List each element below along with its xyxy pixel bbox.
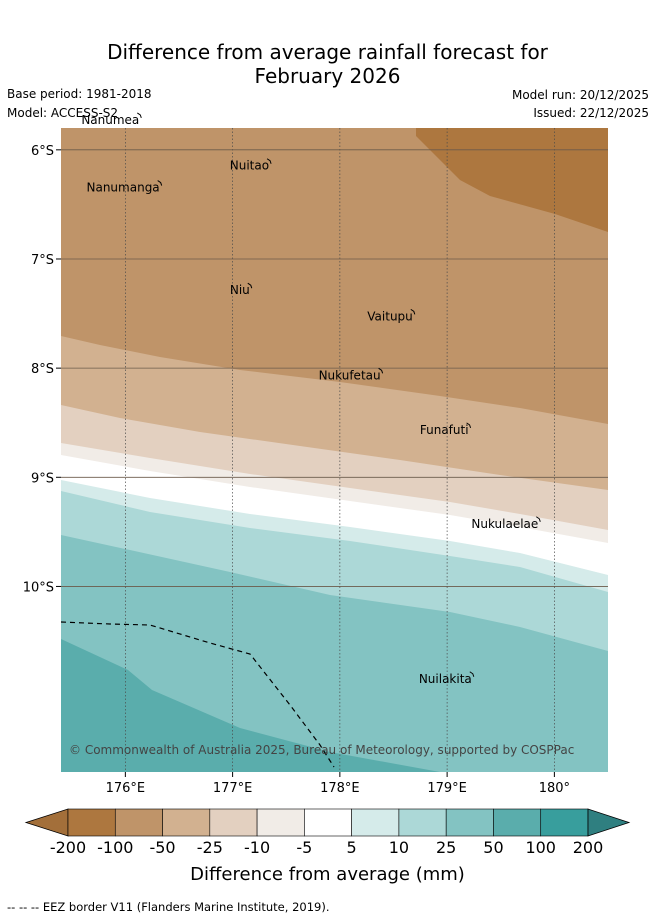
- colorbar-swatch: [162, 808, 211, 837]
- island-outline: [469, 671, 475, 677]
- place-label: Nukulaelae: [471, 517, 538, 531]
- title-line-2: February 2026: [254, 64, 401, 88]
- y-tick-label: 7°S: [31, 253, 54, 268]
- band-50-100: [61, 639, 440, 772]
- colorbar-title: Difference from average (mm): [190, 864, 465, 885]
- island-outline: [466, 422, 472, 429]
- y-tick-label: 10°S: [23, 580, 54, 595]
- colorbar-swatch: [351, 808, 400, 837]
- place-label: Vaitupu: [367, 309, 413, 323]
- island-outline: [247, 282, 253, 289]
- model-run: Model run: 20/12/2025: [511, 88, 649, 102]
- island-outline: [536, 516, 541, 522]
- band-minus200-minus100: [416, 128, 608, 232]
- place-label: Nanumea: [81, 113, 139, 127]
- gridlines: [61, 128, 608, 772]
- colorbar-tick-label: -100: [97, 838, 134, 857]
- eez-footnote: -- -- -- EEZ border V11 (Flanders Marine…: [7, 900, 330, 914]
- colorbar-swatch: [540, 808, 589, 837]
- colorbar-tick-label: 200: [572, 838, 604, 857]
- colorbar-swatch: [398, 808, 447, 837]
- colorbar-tick-label: 25: [435, 838, 457, 857]
- place-label: Nuitao: [230, 159, 269, 173]
- base-period: Base period: 1981-2018: [7, 87, 152, 101]
- colorbar-tick-label: -50: [149, 838, 176, 857]
- place-labels: Nanumea Nuitao Nanumanga Niu Vaitupu Nukufeta…: [81, 112, 541, 686]
- colorbar-swatch: [67, 808, 116, 837]
- colorbar-swatch: [304, 808, 352, 837]
- colorbar-swatch: [445, 808, 494, 837]
- colorbar: [24, 808, 631, 837]
- colorbar-tick-label: 50: [483, 838, 504, 857]
- place-label: Nanumanga: [87, 181, 160, 195]
- colorbar-tick-label: 10: [388, 838, 410, 857]
- x-tick-label: 177°E: [213, 781, 253, 796]
- place-label: Nuilakita: [419, 672, 472, 686]
- x-tick-label: 178°E: [320, 781, 360, 796]
- colorbar-tick-label: -5: [296, 838, 313, 857]
- axis-ticks: 176°E 177°E 178°E 179°E 180° 6°S 7°S 8°S 9°S 10°S: [23, 144, 570, 796]
- place-label: Niu: [230, 283, 250, 297]
- colorbar-extend-high: [587, 808, 631, 837]
- issued-date: Issued: 22/12/2025: [533, 106, 649, 120]
- place-label: Funafuti: [420, 423, 469, 437]
- island-outline: [410, 308, 416, 315]
- colorbar-tick-label: 100: [525, 838, 556, 857]
- place-label: Nukufetau: [319, 368, 381, 382]
- copyright-notice: © Commonwealth of Australia 2025, Bureau…: [69, 743, 574, 757]
- colorbar-tick-label: -10: [244, 838, 271, 857]
- colorbar-tick-label: -25: [196, 838, 223, 857]
- rainfall-field: [61, 128, 608, 772]
- colorbar-swatch: [114, 808, 163, 837]
- eez-border: [60, 621, 335, 768]
- colorbar-swatch: [493, 808, 542, 837]
- y-tick-label: 9°S: [31, 471, 54, 486]
- y-tick-label: 8°S: [31, 362, 54, 377]
- x-tick-label: 180°: [539, 781, 570, 796]
- model-name: Model: ACCESS-S2: [7, 106, 119, 120]
- island-outline: [378, 367, 384, 374]
- chart-title: Difference from average rainfall forecas…: [0, 40, 655, 88]
- island-outline: [157, 180, 163, 186]
- colorbar-extend-low: [24, 808, 69, 837]
- island-outline: [266, 158, 272, 164]
- title-line-1: Difference from average rainfall forecas…: [107, 40, 548, 64]
- island-outline: [137, 112, 142, 119]
- y-tick-label: 6°S: [31, 144, 54, 159]
- colorbar-tick-label: 5: [346, 838, 357, 857]
- x-tick-label: 176°E: [106, 781, 146, 796]
- x-tick-label: 179°E: [427, 781, 467, 796]
- colorbar-swatch: [209, 808, 258, 837]
- colorbar-tick-label: -200: [49, 838, 87, 857]
- colorbar-swatch: [256, 808, 305, 837]
